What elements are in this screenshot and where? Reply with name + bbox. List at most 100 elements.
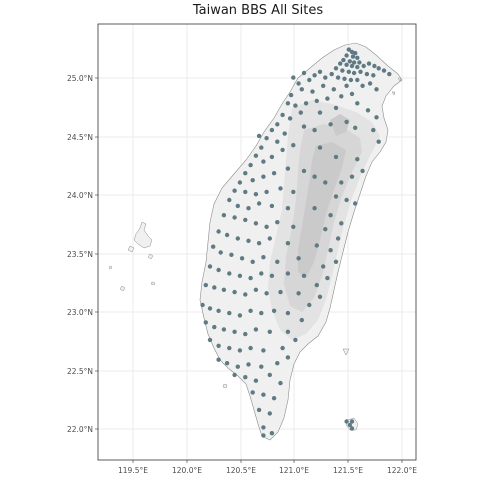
site-point xyxy=(317,110,323,115)
site-point xyxy=(271,308,277,313)
site-point xyxy=(259,364,264,369)
site-point xyxy=(323,180,328,185)
site-point xyxy=(237,348,243,353)
x-axis: 119.5°E 120.0°E 120.5°E 121.0°E 121.5°E … xyxy=(118,460,417,475)
site-point xyxy=(360,83,365,89)
site-point xyxy=(275,122,280,127)
site-point xyxy=(235,203,240,209)
site-point xyxy=(381,68,387,73)
site-point xyxy=(237,273,243,278)
site-point xyxy=(341,57,346,63)
site-point xyxy=(224,232,230,238)
site-point xyxy=(253,192,259,197)
site-point xyxy=(344,62,349,67)
site-point xyxy=(250,178,255,183)
site-point xyxy=(307,302,312,308)
site-point xyxy=(314,243,319,248)
site-point xyxy=(317,294,323,299)
site-point xyxy=(323,75,328,80)
site-point xyxy=(365,108,371,113)
site-point xyxy=(203,320,208,325)
site-point xyxy=(349,419,355,424)
site-point xyxy=(361,63,366,69)
site-point xyxy=(243,171,248,176)
site-point xyxy=(285,101,291,106)
y-tick-label: 25.0°N xyxy=(67,74,93,83)
site-point xyxy=(301,273,307,278)
site-point xyxy=(246,238,251,243)
site-point xyxy=(248,275,253,281)
site-point xyxy=(287,116,293,121)
site-point xyxy=(216,343,221,348)
site-point xyxy=(253,327,259,332)
liuqiu-island xyxy=(222,383,228,389)
site-point xyxy=(212,324,217,330)
site-point xyxy=(269,127,275,133)
site-point xyxy=(355,77,360,83)
site-point xyxy=(360,168,365,174)
site-point xyxy=(346,69,351,75)
site-point xyxy=(312,73,317,78)
site-point xyxy=(351,70,357,76)
site-point xyxy=(312,127,317,133)
site-point xyxy=(253,153,259,158)
site-point xyxy=(243,331,248,337)
site-point xyxy=(259,145,264,150)
site-point xyxy=(291,143,296,148)
site-point xyxy=(285,166,291,171)
site-point xyxy=(285,355,291,360)
site-point xyxy=(293,337,298,343)
site-point xyxy=(314,282,319,288)
site-point xyxy=(349,174,355,179)
site-point xyxy=(275,361,280,366)
site-point xyxy=(282,131,287,136)
site-point xyxy=(232,372,237,378)
site-point xyxy=(328,122,333,127)
site-point xyxy=(339,221,344,226)
site-point xyxy=(285,206,291,211)
elevation-high-patch-north xyxy=(330,114,350,136)
site-point xyxy=(227,197,232,203)
site-point xyxy=(248,345,253,351)
penghu-islet-b xyxy=(147,253,154,260)
site-point xyxy=(364,71,370,77)
x-tick-label: 121.0°E xyxy=(279,466,309,475)
site-point xyxy=(317,145,323,150)
site-point xyxy=(310,89,315,94)
site-point xyxy=(291,224,296,229)
site-point xyxy=(261,255,266,260)
site-point xyxy=(303,101,309,106)
site-point xyxy=(250,390,255,395)
site-point xyxy=(235,364,240,369)
site-point xyxy=(271,396,277,401)
site-point xyxy=(248,308,253,313)
site-point xyxy=(221,327,227,332)
site-point xyxy=(349,63,355,69)
site-point xyxy=(299,87,304,92)
site-point xyxy=(312,206,317,211)
penghu-islet-a xyxy=(127,245,135,253)
x-tick-label: 121.5°E xyxy=(333,466,363,475)
site-point xyxy=(353,201,358,206)
site-point xyxy=(232,215,237,220)
site-point xyxy=(216,357,221,362)
site-point xyxy=(271,171,277,176)
site-point xyxy=(374,87,379,92)
site-point xyxy=(259,310,264,316)
site-point xyxy=(299,317,304,323)
site-point xyxy=(344,197,349,203)
site-point xyxy=(333,105,339,111)
site-point xyxy=(355,64,360,70)
site-point xyxy=(275,259,280,264)
site-point xyxy=(371,127,376,133)
site-point xyxy=(280,112,285,118)
site-point xyxy=(307,77,312,83)
site-point xyxy=(339,180,344,185)
site-point xyxy=(285,310,291,316)
site-point xyxy=(301,70,307,76)
site-point xyxy=(288,92,294,98)
site-point xyxy=(229,252,234,257)
site-point xyxy=(253,378,259,383)
site-point xyxy=(340,68,345,73)
site-point xyxy=(339,94,344,99)
